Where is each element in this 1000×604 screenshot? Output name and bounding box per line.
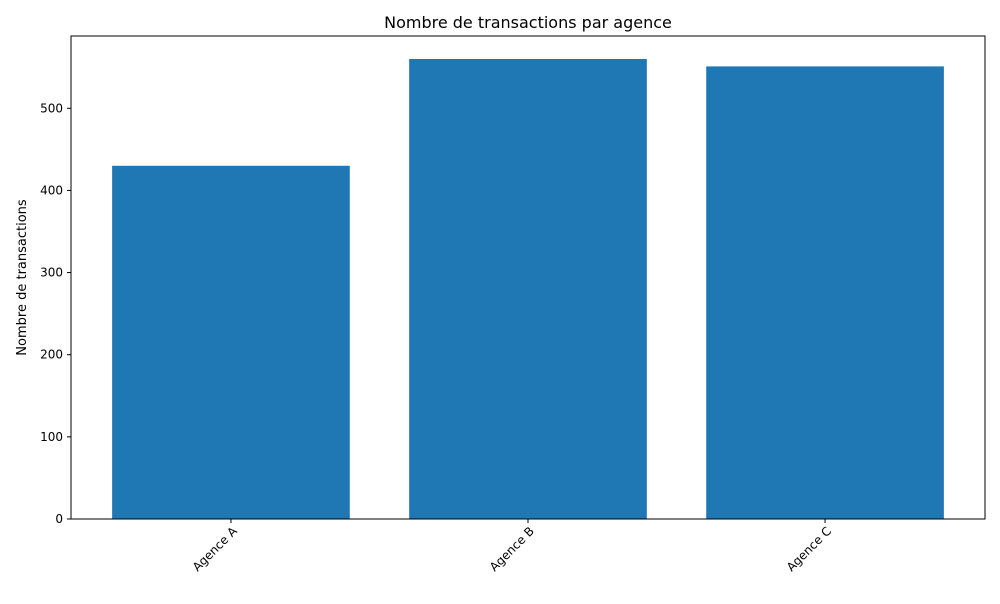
y-tick-label: 100 [40,430,63,444]
chart-title: Nombre de transactions par agence [384,13,672,32]
y-tick-label: 500 [40,101,63,115]
bar-agence-b [409,59,647,519]
y-tick-label: 300 [40,266,63,280]
y-tick-label: 200 [40,348,63,362]
y-tick-label: 0 [55,512,63,526]
bar-agence-a [112,165,350,520]
y-axis-label: Nombre de transactions [15,199,30,356]
axes-frame [70,35,986,520]
bar-agence-c [706,66,944,520]
y-tick-label: 400 [40,183,63,197]
